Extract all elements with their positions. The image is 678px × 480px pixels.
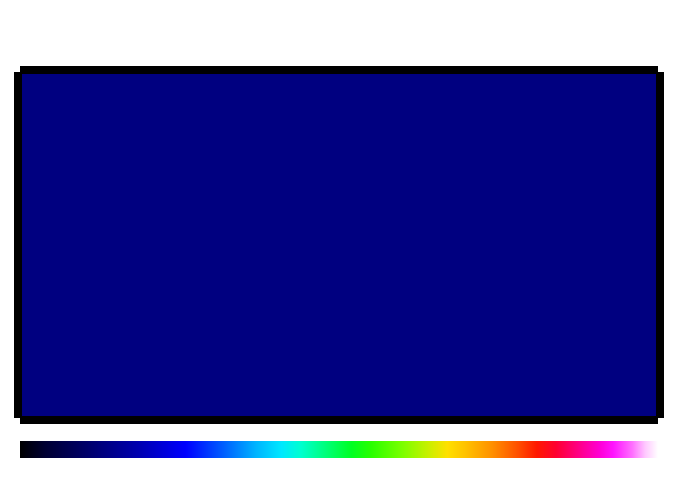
coastline-overlay [22, 74, 656, 416]
uv-dose-raster [22, 74, 656, 416]
axis-frame-top [20, 66, 658, 72]
axis-frame-left [14, 72, 20, 418]
header [0, 0, 678, 52]
axis-frame-bottom [20, 418, 658, 424]
axis-frame-right [658, 72, 664, 418]
colorbar-gradient [20, 441, 658, 458]
uv-dose-map [20, 72, 658, 418]
colorbar [20, 441, 658, 458]
